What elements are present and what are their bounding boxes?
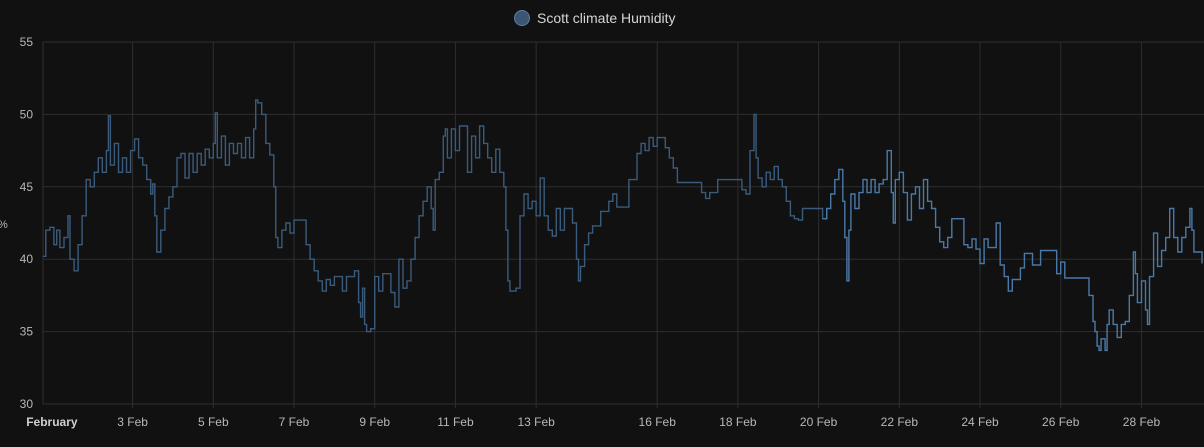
x-tick-label: 22 Feb xyxy=(881,415,919,429)
x-tick-label: February xyxy=(26,415,78,429)
x-tick-label: 9 Feb xyxy=(359,415,390,429)
x-tick-label: 20 Feb xyxy=(800,415,838,429)
y-tick-label: 35 xyxy=(20,325,34,339)
y-tick-label: 45 xyxy=(20,180,34,194)
x-tick-label: 5 Feb xyxy=(198,415,229,429)
axis-layer: 30 35 40 45 50 55 February 3 Feb 5 Feb 7 Feb 9 Feb… xyxy=(20,35,1161,429)
y-axis-unit-label: % xyxy=(0,219,8,231)
x-tick-label: 28 Feb xyxy=(1123,415,1161,429)
series-line-recent xyxy=(822,149,1203,352)
x-tick-label: 24 Feb xyxy=(961,415,999,429)
x-tick-label: 7 Feb xyxy=(279,415,310,429)
series-layer xyxy=(43,99,1203,352)
x-tick-label: 26 Feb xyxy=(1042,415,1080,429)
x-tick-label: 16 Feb xyxy=(639,415,677,429)
x-tick-label: 18 Feb xyxy=(719,415,757,429)
y-tick-label: 50 xyxy=(20,107,34,121)
y-tick-label: 40 xyxy=(20,252,34,266)
legend-entry-label[interactable]: Scott climate Humidity xyxy=(537,10,675,26)
series-line-early xyxy=(43,99,828,333)
x-tick-label: 13 Feb xyxy=(517,415,555,429)
x-tick-label: 11 Feb xyxy=(437,415,474,429)
grid-layer xyxy=(42,41,1204,408)
legend-marker[interactable] xyxy=(514,10,530,26)
x-tick-label: 3 Feb xyxy=(117,415,148,429)
y-tick-label: 30 xyxy=(20,397,34,411)
legend[interactable]: Scott climate Humidity xyxy=(514,10,676,26)
y-tick-label: 55 xyxy=(20,35,34,49)
